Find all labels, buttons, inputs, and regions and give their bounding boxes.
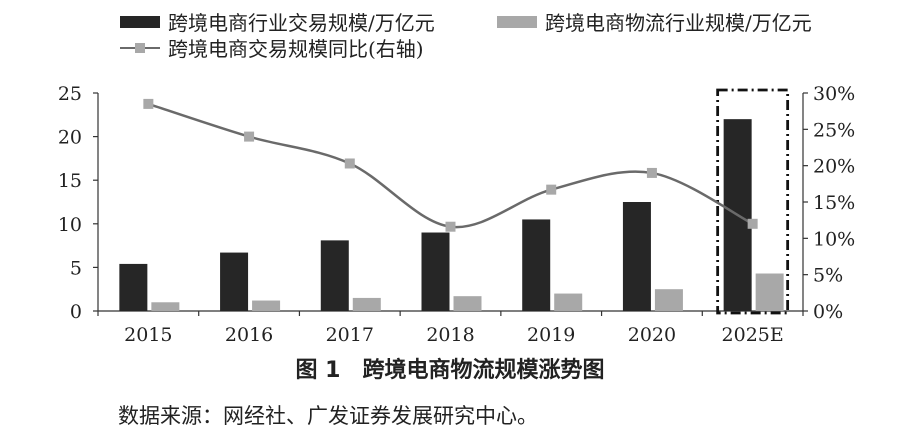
x-tick-label: 2019 [527, 324, 575, 346]
legend-item-logistics: 跨境电商物流行业规模/万亿元 [497, 7, 812, 36]
y-right-tick-label: 25% [813, 119, 855, 141]
x-tick-label: 2017 [326, 324, 374, 346]
legend-label-growth: 跨境电商交易规模同比(右轴) [168, 37, 424, 61]
bar-trade [220, 252, 249, 311]
y-right-tick-label: 5% [813, 265, 843, 287]
legend-swatch-growth [120, 42, 160, 54]
bar-logistics [755, 273, 784, 311]
y-left-tick-label: 20 [58, 127, 82, 149]
figure-caption: 图 1 跨境电商物流规模涨势图 [295, 358, 605, 383]
growth-point [344, 158, 355, 169]
bar-trade [622, 202, 651, 311]
growth-point [143, 98, 154, 109]
y-left-tick-label: 25 [58, 83, 82, 105]
bar-logistics [453, 296, 482, 311]
chart-plot: 0 5 10 15 20 25 0% 5% 10% 15% 20% 25% 30% 2015 2016 201… [58, 83, 855, 346]
growth-line [147, 102, 754, 229]
y-left-tick-label: 15 [58, 170, 82, 192]
legend-swatch-trade [120, 15, 160, 28]
x-tick-label: 2018 [426, 324, 474, 346]
bar-logistics [252, 300, 281, 311]
bar-logistics [151, 302, 180, 311]
x-tick-label: 2015 [124, 324, 172, 346]
growth-point [445, 221, 456, 232]
y-left-tick-label: 0 [70, 301, 82, 323]
bar-logistics [352, 297, 381, 311]
bar-trade [421, 232, 450, 311]
y-right-tick-label: 30% [813, 83, 855, 105]
legend-item-trade: 跨境电商行业交易规模/万亿元 [120, 7, 435, 36]
y-right-tick-label: 10% [813, 228, 855, 250]
y-left-tick-label: 5 [70, 257, 82, 279]
y-right-tick-label: 0% [813, 301, 843, 323]
legend-label-trade: 跨境电商行业交易规模/万亿元 [168, 11, 435, 35]
bar-trade [119, 263, 148, 311]
growth-point [244, 131, 255, 142]
legend-label-logistics: 跨境电商物流行业规模/万亿元 [545, 11, 812, 35]
legend-item-growth: 跨境电商交易规模同比(右轴) [120, 33, 424, 62]
data-source-note: 数据来源：网经社、广发证券发展研究中心。 [118, 404, 538, 428]
x-tick-label: 2025E [722, 324, 784, 346]
x-tick-label: 2016 [225, 324, 273, 346]
growth-point [646, 167, 657, 178]
y-right-tick-label: 20% [813, 156, 855, 178]
y-left-tick-label: 10 [58, 214, 82, 236]
bar-logistics [654, 289, 683, 311]
bar-trade [320, 240, 349, 311]
bar-logistics [554, 293, 583, 311]
x-tick-label: 2020 [628, 324, 676, 346]
bar-trade [522, 219, 551, 311]
growth-point [747, 218, 758, 229]
y-right-tick-label: 15% [813, 192, 855, 214]
growth-point [546, 184, 557, 195]
legend-swatch-logistics [497, 15, 537, 28]
